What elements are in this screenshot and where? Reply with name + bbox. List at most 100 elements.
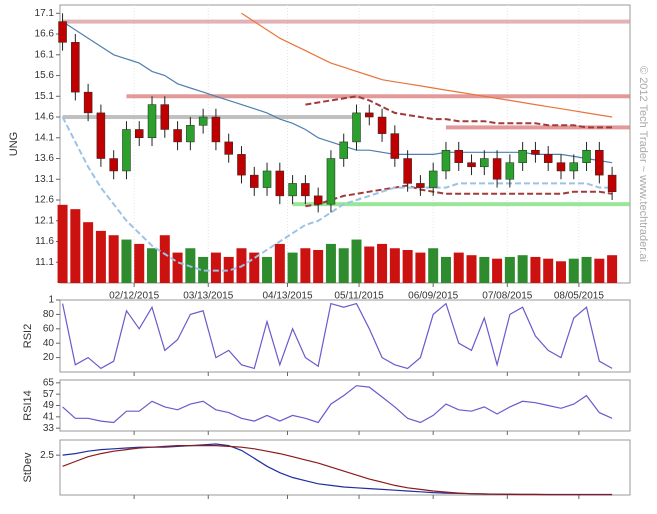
volume-bar	[479, 256, 490, 283]
candle-body	[454, 149, 463, 163]
volume-bar	[300, 248, 311, 283]
volume-bar	[108, 235, 119, 283]
y-tick-label: 1	[48, 295, 54, 306]
y-tick-label: 16.6	[35, 29, 55, 40]
candle-body	[237, 154, 246, 176]
y-tick-label: 17.1	[35, 8, 55, 19]
candle-body	[262, 170, 272, 188]
volume-bar	[504, 256, 515, 283]
panel-frame	[59, 299, 631, 373]
volume-bar	[95, 230, 106, 283]
candle-body	[518, 149, 527, 163]
level-band	[445, 125, 630, 130]
volume-bar	[57, 204, 68, 283]
candle-body	[441, 149, 451, 172]
volume-bar	[377, 243, 388, 283]
volume-bar	[338, 248, 349, 283]
candle-body	[173, 129, 182, 143]
y-axis-label: RSI14	[22, 390, 34, 421]
volume-bar	[70, 209, 81, 283]
volume-bar	[555, 261, 566, 283]
volume-bar	[121, 239, 132, 283]
candle-body	[313, 195, 323, 205]
candle-body	[339, 141, 348, 159]
y-tick-label: 41	[43, 411, 55, 422]
volume-bar	[440, 256, 451, 283]
volume-bar	[415, 252, 426, 283]
volume-bar	[594, 258, 605, 283]
volume-bar	[428, 248, 439, 283]
y-tick-label: 13.1	[35, 174, 55, 185]
candle-body	[58, 21, 67, 43]
y-tick-label: 14.6	[35, 112, 55, 123]
candle-body	[556, 162, 566, 172]
y-tick-label: 2.5	[40, 450, 54, 461]
x-tick-label: 03/13/2015	[183, 291, 233, 302]
candle-body	[83, 91, 93, 114]
volume-bar	[453, 252, 464, 283]
y-axis-label: RSI2	[22, 324, 34, 348]
x-tick-label: 08/05/2015	[554, 291, 604, 302]
y-axis-label: StDev	[22, 452, 34, 482]
candle-body	[582, 149, 591, 163]
y-tick-label: 40	[43, 338, 55, 349]
x-tick-label: 04/13/2015	[262, 291, 312, 302]
y-tick-label: 13.6	[35, 153, 55, 164]
candle-body	[390, 133, 400, 159]
candle-body	[275, 170, 285, 197]
series-line	[62, 302, 613, 370]
candle-body	[352, 112, 361, 143]
volume-bar	[249, 252, 260, 283]
volume-bar	[210, 252, 221, 283]
volume-bar	[147, 248, 158, 283]
candle-body	[134, 129, 144, 139]
candle-body	[403, 158, 412, 184]
x-tick-label: 02/12/2015	[109, 291, 159, 302]
volume-bar	[287, 252, 298, 283]
volume-bar	[313, 249, 324, 283]
candle-body	[377, 116, 387, 134]
y-tick-label: 57	[43, 389, 55, 400]
candle-body	[428, 170, 438, 188]
candle-body	[109, 158, 118, 172]
candle-body	[71, 42, 80, 93]
candle-body	[480, 158, 489, 168]
candle-body	[492, 158, 502, 180]
candle-body	[198, 116, 208, 126]
volume-bar	[198, 256, 209, 283]
volume-bar	[83, 222, 94, 283]
candle-body	[160, 104, 170, 130]
panel-frame	[59, 379, 631, 432]
series-line	[62, 385, 613, 424]
candle-body	[531, 149, 540, 155]
y-axis-label: UNG	[8, 132, 20, 156]
volume-bar	[607, 255, 618, 283]
y-tick-label: 65	[43, 377, 55, 388]
candle-body	[96, 112, 106, 159]
series-line	[305, 184, 613, 208]
candle-body	[505, 162, 515, 180]
series-line	[62, 445, 613, 496]
volume-bar	[364, 246, 375, 283]
watermark: © 2012 Tech Trader ~ www.techtrader.ai	[637, 66, 649, 262]
candle-body	[288, 183, 297, 197]
y-tick-label: 16.1	[35, 49, 55, 60]
level-band	[292, 202, 630, 207]
x-tick-label: 06/09/2015	[408, 291, 458, 302]
volume-bar	[351, 239, 362, 283]
volume-bar	[568, 258, 579, 283]
volume-bar	[402, 249, 413, 283]
candle-body	[365, 112, 374, 118]
volume-bar	[274, 243, 285, 283]
y-tick-label: 49	[43, 400, 55, 411]
y-tick-label: 15.1	[35, 91, 55, 102]
level-band	[62, 115, 357, 120]
candle-body	[186, 125, 195, 143]
candle-body	[147, 104, 157, 139]
volume-bar	[134, 243, 145, 283]
candle-body	[569, 162, 579, 172]
candle-body	[211, 116, 221, 143]
panel-frame	[59, 439, 631, 496]
series-line	[241, 12, 613, 118]
